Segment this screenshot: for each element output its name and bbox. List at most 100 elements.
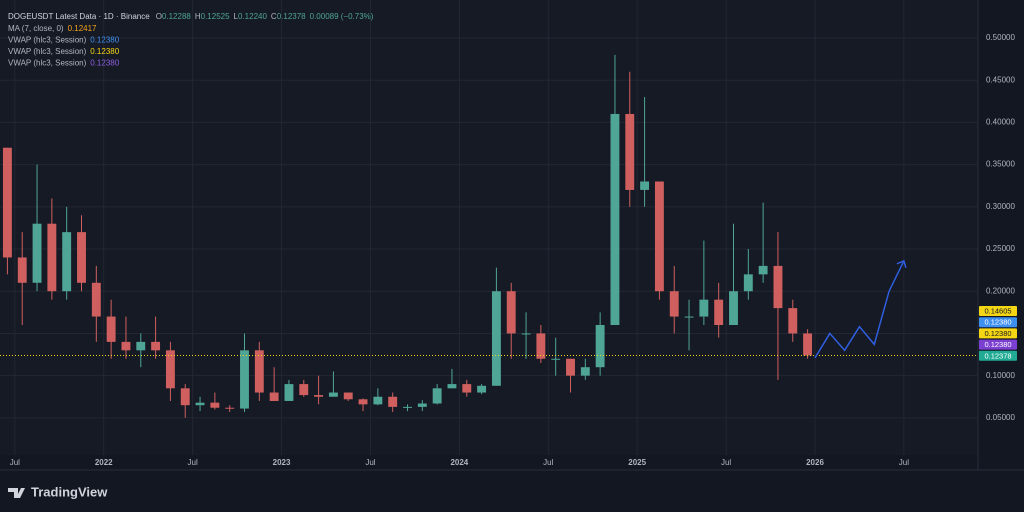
projection-arrowhead bbox=[896, 259, 907, 269]
ohlc-value: 0.12525 bbox=[201, 12, 230, 21]
y-tick-label: 0.30000 bbox=[986, 202, 1015, 211]
candle-body bbox=[566, 358, 575, 376]
candle-body bbox=[640, 181, 650, 190]
candle-body bbox=[91, 282, 101, 317]
candle-body bbox=[106, 316, 116, 342]
indicator-value: 0.12380 bbox=[90, 59, 119, 68]
y-tick-label: 0.10000 bbox=[986, 371, 1015, 380]
x-tick-label: Jul bbox=[365, 458, 375, 467]
candle-body bbox=[580, 367, 590, 376]
x-tick-label: Jul bbox=[543, 458, 553, 467]
x-tick-label: Jul bbox=[721, 458, 731, 467]
candle-body bbox=[788, 308, 798, 334]
candle-body bbox=[432, 388, 442, 404]
candle-body bbox=[62, 232, 72, 292]
indicator-value: 0.12380 bbox=[90, 47, 119, 56]
candle-body bbox=[625, 113, 635, 190]
ohlc-label: L bbox=[234, 12, 239, 21]
ohlc-label: O bbox=[156, 12, 162, 21]
ohlc-label: H bbox=[195, 12, 201, 21]
indicator-legend: VWAP (hlc3, Session) 0.12380 bbox=[8, 47, 120, 56]
x-tick-label: Jul bbox=[10, 458, 20, 467]
candle-body bbox=[654, 181, 664, 292]
candle-body bbox=[358, 399, 368, 405]
symbol-title: DOGEUSDT Latest Data · 1D · Binance bbox=[8, 12, 150, 21]
candle-body bbox=[610, 113, 620, 326]
x-tick-label: Jul bbox=[188, 458, 198, 467]
candle-body bbox=[477, 385, 487, 393]
indicator-name: VWAP (hlc3, Session) bbox=[8, 36, 87, 45]
candle-body bbox=[180, 388, 190, 406]
candle-body bbox=[447, 384, 457, 389]
ohlc-label: C bbox=[271, 12, 277, 21]
ohlc-value: 0.12240 bbox=[238, 12, 267, 21]
candle-body bbox=[328, 392, 338, 397]
candle-body bbox=[314, 395, 324, 397]
x-tick-label: 2022 bbox=[95, 458, 113, 467]
projection-line bbox=[814, 260, 905, 359]
price-label-box bbox=[979, 339, 1017, 350]
price-label: 0.12380 bbox=[984, 340, 1011, 349]
candle-body bbox=[299, 384, 309, 396]
candle-body bbox=[210, 402, 220, 408]
price-label-box bbox=[979, 317, 1017, 328]
x-tick-label: 2024 bbox=[450, 458, 468, 467]
candle-body bbox=[17, 257, 27, 283]
y-tick-label: 0.25000 bbox=[986, 244, 1015, 253]
plot-area bbox=[0, 0, 978, 455]
candle-body bbox=[388, 396, 398, 407]
candle-body bbox=[136, 341, 146, 351]
candle-body bbox=[803, 333, 813, 356]
x-tick-label: 2023 bbox=[273, 458, 291, 467]
candle-body bbox=[2, 147, 12, 258]
candle-body bbox=[225, 407, 235, 409]
indicator-value: 0.12380 bbox=[90, 36, 119, 45]
ohlc-value: 0.12378 bbox=[277, 12, 306, 21]
y-tick-label: 0.35000 bbox=[986, 160, 1015, 169]
candle-body bbox=[32, 223, 42, 283]
candle-body bbox=[284, 384, 294, 401]
legend-title: DOGEUSDT Latest Data · 1D · Binance O0.12… bbox=[8, 12, 374, 21]
brand: TradingView bbox=[31, 484, 108, 499]
x-tick-label: 2025 bbox=[628, 458, 646, 467]
price-label: 0.14605 bbox=[984, 306, 1011, 315]
price-label: 0.12378 bbox=[984, 351, 1011, 360]
candle-body bbox=[343, 392, 353, 400]
candle-body bbox=[254, 350, 264, 393]
logo: TradingView bbox=[8, 484, 108, 499]
candle-body bbox=[240, 350, 249, 409]
logo-icon bbox=[8, 488, 25, 498]
y-tick-label: 0.50000 bbox=[986, 33, 1015, 42]
change: 0.00089 (−0.73%) bbox=[310, 12, 374, 21]
candle-body bbox=[536, 333, 546, 359]
candle-body bbox=[195, 402, 205, 406]
candle-body bbox=[165, 350, 175, 389]
candle-body bbox=[684, 316, 694, 318]
candle-body bbox=[669, 291, 679, 317]
indicator-name: VWAP (hlc3, Session) bbox=[8, 47, 87, 56]
indicator-legend: MA (7, close, 0) 0.12417 bbox=[8, 24, 97, 33]
price-label-box bbox=[979, 328, 1017, 339]
candle-body bbox=[417, 403, 427, 407]
indicator-legend: VWAP (hlc3, Session) 0.12380 bbox=[8, 59, 120, 68]
candle-body bbox=[714, 299, 724, 325]
indicator-value: 0.12417 bbox=[68, 24, 97, 33]
candle-body bbox=[403, 406, 412, 408]
price-label-box bbox=[979, 350, 1017, 361]
candle-body bbox=[462, 384, 472, 393]
price-label-box bbox=[979, 306, 1017, 316]
indicator-name: VWAP (hlc3, Session) bbox=[8, 59, 87, 68]
candle-body bbox=[729, 291, 738, 325]
price-label: 0.12380 bbox=[984, 318, 1011, 327]
candle-body bbox=[151, 341, 161, 351]
candle-body bbox=[773, 265, 783, 309]
indicator-legend: VWAP (hlc3, Session) 0.12380 bbox=[8, 36, 120, 45]
candle-body bbox=[521, 333, 531, 335]
ohlc-value: 0.12288 bbox=[162, 12, 191, 21]
candle-body bbox=[743, 274, 753, 292]
candle-body bbox=[758, 265, 768, 275]
candle-body bbox=[77, 232, 86, 283]
candle-body bbox=[491, 291, 501, 386]
